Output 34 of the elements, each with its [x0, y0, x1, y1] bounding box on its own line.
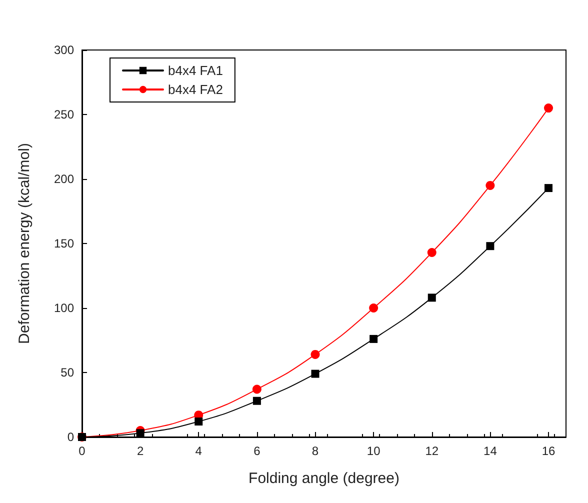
x-tick-label: 0: [78, 444, 86, 458]
point: [428, 294, 436, 302]
point: [370, 334, 378, 343]
x-tick-label: 14: [484, 444, 498, 458]
x-tick-label: 4: [195, 444, 202, 458]
legend-label: b4x4 FA2: [168, 82, 223, 97]
x-axis-title: Folding angle (degree): [248, 470, 400, 487]
y-axis-title: Deformation energy (kcal/mol): [16, 143, 33, 344]
x-tick-label: 8: [312, 444, 319, 458]
x-tick-label: 2: [136, 444, 144, 458]
y-tick-label: 100: [54, 301, 74, 315]
legend-label: b4x4 FA1: [168, 63, 223, 78]
point: [252, 384, 262, 394]
point: [486, 180, 495, 190]
point: [369, 304, 378, 312]
y-tick-label: 0: [67, 430, 74, 444]
y-tick-label: 200: [54, 172, 74, 186]
y-tick-label: 250: [54, 108, 74, 122]
x-tick-label: 10: [366, 444, 381, 458]
y-tick-label: 50: [60, 366, 74, 380]
point: [310, 350, 320, 359]
y-tick-label: 300: [54, 43, 74, 57]
point: [486, 242, 494, 250]
x-tick-label: 12: [425, 444, 439, 458]
point: [136, 429, 144, 438]
point: [194, 418, 203, 426]
x-tick-label: 6: [254, 444, 261, 458]
point: [311, 370, 320, 378]
y-tick-label: 150: [54, 236, 74, 250]
point: [544, 184, 553, 192]
point: [427, 248, 436, 258]
point: [544, 104, 554, 113]
x-tick-label: 16: [542, 444, 556, 458]
point: [252, 396, 261, 405]
